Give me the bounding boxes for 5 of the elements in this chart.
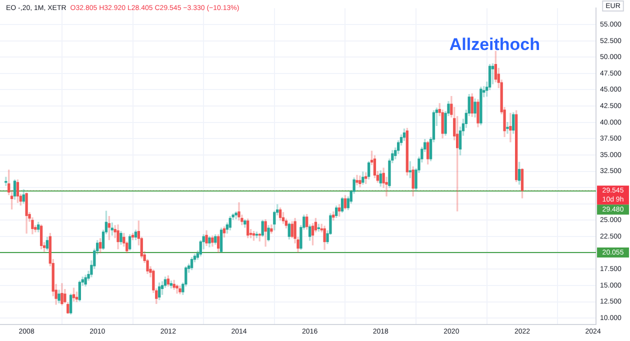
candlestick [506,122,509,134]
candlestick [356,174,358,186]
annotation: Allzeithoch [449,34,540,54]
candlestick [385,176,388,196]
candlestick [509,112,512,142]
